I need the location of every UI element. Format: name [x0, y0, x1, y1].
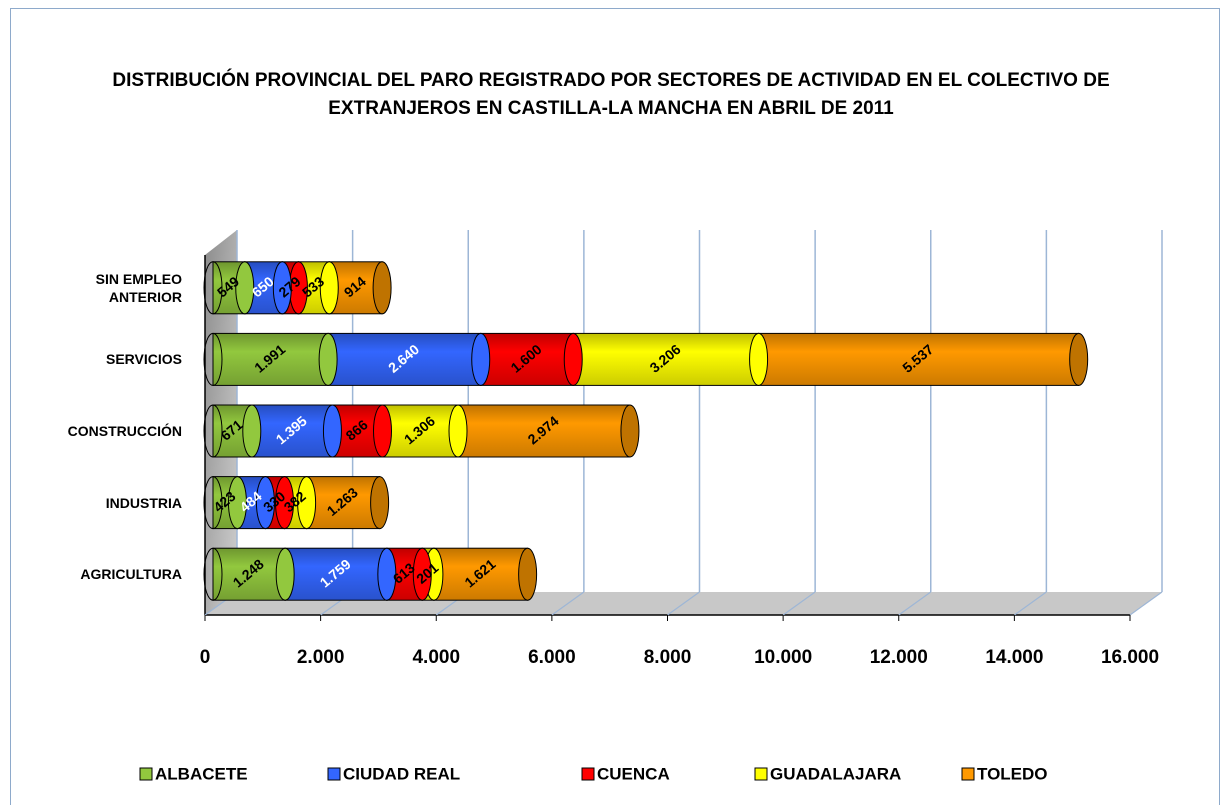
bar: [251, 404, 333, 458]
bar-cap: [319, 261, 339, 315]
legend-label: CUENCA: [597, 764, 670, 783]
legend-swatch: [581, 767, 595, 781]
y-tick-label: SERVICIOS: [106, 351, 182, 368]
bar-cap: [448, 404, 468, 458]
grid-line-floor: [898, 591, 932, 616]
x-tick-label: 0: [200, 647, 211, 668]
bar-cap: [255, 476, 275, 530]
bar-cap: [272, 261, 292, 315]
bar-cap: [749, 332, 769, 386]
bar: [382, 404, 459, 458]
bar-start: [203, 476, 223, 530]
bar: [327, 332, 482, 386]
bar-cap: [563, 332, 583, 386]
x-tick-label: 2.000: [297, 647, 345, 668]
bar-start: [203, 547, 223, 601]
x-tick-label: 6.000: [528, 647, 576, 668]
grid-line-floor: [1129, 591, 1163, 616]
legend-label: GUADALAJARA: [770, 764, 901, 783]
bar-cap: [377, 547, 397, 601]
bar-cap: [518, 547, 538, 601]
bar-cap: [620, 404, 640, 458]
y-tick-label: SIN EMPLEO ANTERIOR: [95, 270, 182, 305]
legend-label: CIUDAD REAL: [343, 764, 460, 783]
grid-line-floor: [1014, 591, 1047, 616]
y-tick-label: CONSTRUCCIÓN: [67, 423, 182, 439]
bar: [212, 332, 329, 386]
grid-line-floor: [667, 591, 700, 616]
x-tick-label: 14.000: [985, 647, 1043, 668]
bar-cap: [318, 332, 338, 386]
grid-line-floor: [551, 591, 585, 616]
bar-start: [203, 261, 223, 315]
bar-start: [203, 404, 223, 458]
bar-cap: [370, 476, 390, 530]
bar: [433, 547, 529, 601]
chart-border: [10, 8, 1220, 805]
x-tick-label: 4.000: [412, 647, 460, 668]
x-tick-label: 8.000: [644, 647, 692, 668]
bar-cap: [227, 476, 247, 530]
x-tick-label: 12.000: [870, 647, 928, 668]
grid-line-floor: [782, 591, 816, 616]
bar-cap: [242, 404, 262, 458]
bar: [758, 332, 1080, 386]
legend-label: TOLEDO: [977, 764, 1048, 783]
bar-cap: [235, 261, 255, 315]
bar-cap: [373, 404, 393, 458]
chart-title: DISTRIBUCIÓN PROVINCIAL DEL PARO REGISTR…: [112, 70, 1110, 119]
legend-swatch: [139, 767, 153, 781]
x-tick-label: 10.000: [754, 647, 812, 668]
bar: [480, 332, 574, 386]
legend-swatch: [961, 767, 975, 781]
legend-swatch: [754, 767, 768, 781]
legend-label: ALBACETE: [155, 764, 248, 783]
bar-cap: [471, 332, 491, 386]
bar-cap: [1069, 332, 1089, 386]
bar-cap: [297, 476, 317, 530]
y-tick-label: AGRICULTURA: [80, 566, 182, 583]
bar-start: [203, 332, 223, 386]
x-tick-label: 16.000: [1101, 647, 1159, 668]
bar-cap: [372, 261, 392, 315]
y-tick-label: INDUSTRIA: [105, 494, 182, 511]
bar-cap: [275, 476, 295, 530]
bar-cap: [322, 404, 342, 458]
bar-cap: [412, 547, 432, 601]
legend-swatch: [327, 767, 341, 781]
bar: [212, 547, 286, 601]
bar-cap: [275, 547, 295, 601]
